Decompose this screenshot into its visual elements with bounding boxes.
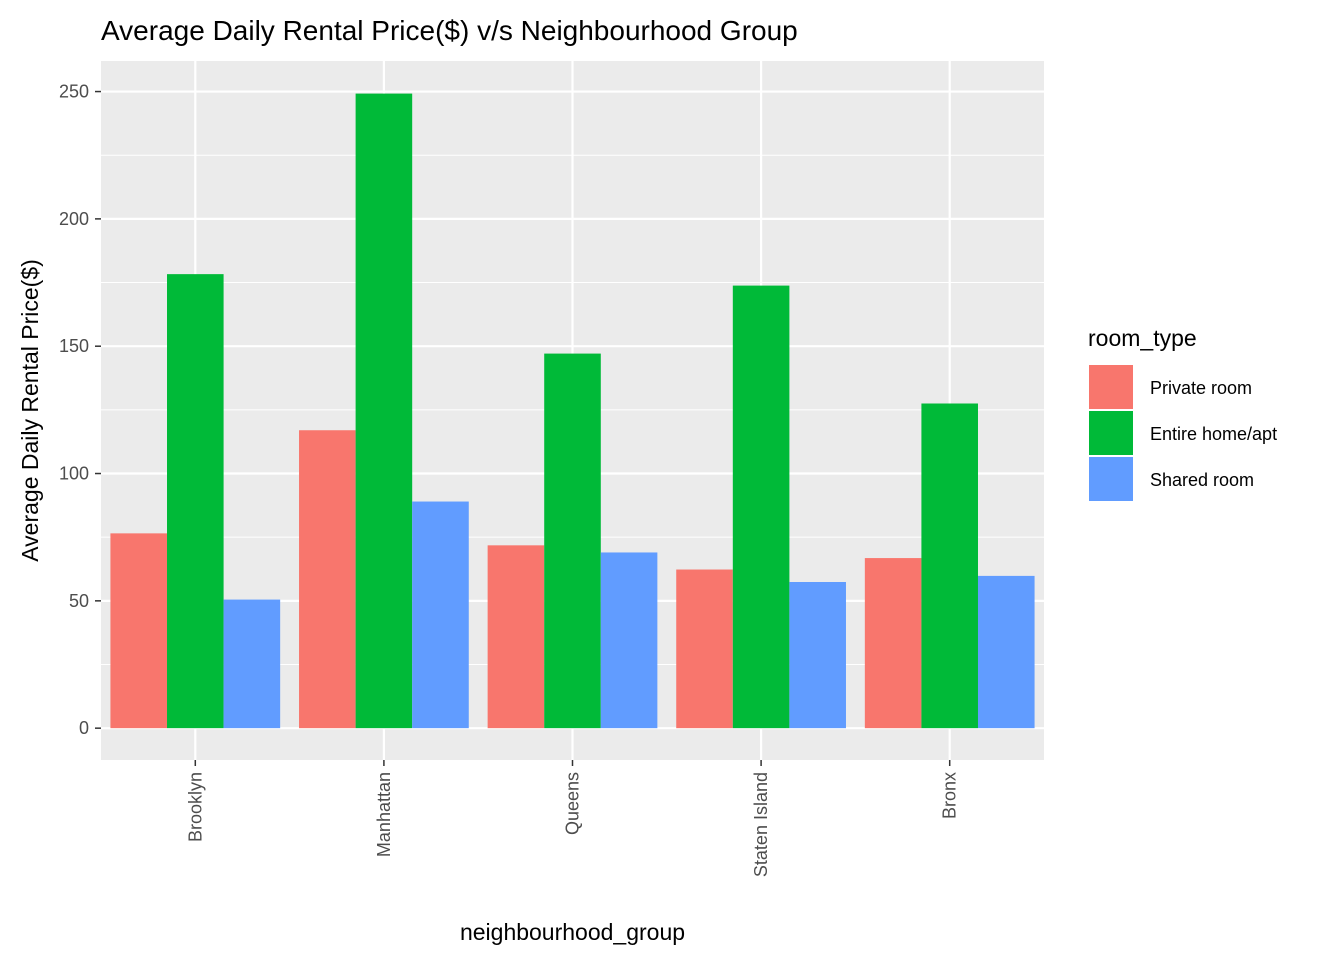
- x-tick-label: Bronx: [940, 772, 960, 819]
- x-tick-label: Staten Island: [751, 772, 771, 877]
- y-tick-label: 150: [59, 336, 89, 356]
- bar-entire-home-apt-bronx: [921, 403, 978, 729]
- bar-shared-room-bronx: [977, 575, 1035, 729]
- bar-entire-home-apt-staten-island: [732, 285, 790, 729]
- legend-label-shared-room: Shared room: [1150, 470, 1254, 490]
- bar-private-room-queens: [487, 545, 545, 729]
- x-tick-label: Manhattan: [374, 772, 394, 857]
- x-tick-label: Brooklyn: [185, 772, 205, 842]
- bar-shared-room-manhattan: [412, 501, 469, 729]
- x-axis-title: neighbourhood_group: [460, 919, 685, 945]
- bar-private-room-manhattan: [299, 430, 356, 729]
- bar-shared-room-queens: [600, 552, 658, 729]
- chart-title: Average Daily Rental Price($) v/s Neighb…: [101, 15, 798, 46]
- y-tick-label: 100: [59, 464, 89, 484]
- bar-shared-room-brooklyn: [223, 599, 281, 729]
- x-tick-label: Queens: [563, 772, 583, 835]
- legend-key-shared-room: [1087, 455, 1135, 503]
- legend-label-entire-home-apt: Entire home/apt: [1150, 424, 1277, 444]
- bar-private-room-bronx: [864, 558, 922, 729]
- y-tick-label: 0: [79, 718, 89, 738]
- bar-entire-home-apt-queens: [544, 353, 601, 729]
- legend-key-entire-home-apt: [1087, 409, 1135, 457]
- y-tick-label: 250: [59, 82, 89, 102]
- legend-title: room_type: [1088, 325, 1197, 351]
- bar-entire-home-apt-brooklyn: [167, 274, 224, 729]
- y-axis-title: Average Daily Rental Price($): [17, 259, 43, 562]
- bar-private-room-brooklyn: [110, 533, 168, 729]
- y-tick-label: 50: [69, 591, 89, 611]
- bar-private-room-staten-island: [676, 569, 733, 729]
- y-tick-label: 200: [59, 209, 89, 229]
- legend-label-private-room: Private room: [1150, 378, 1252, 398]
- legend-key-private-room: [1087, 363, 1135, 411]
- bar-shared-room-staten-island: [789, 582, 846, 729]
- bar-entire-home-apt-manhattan: [355, 93, 413, 729]
